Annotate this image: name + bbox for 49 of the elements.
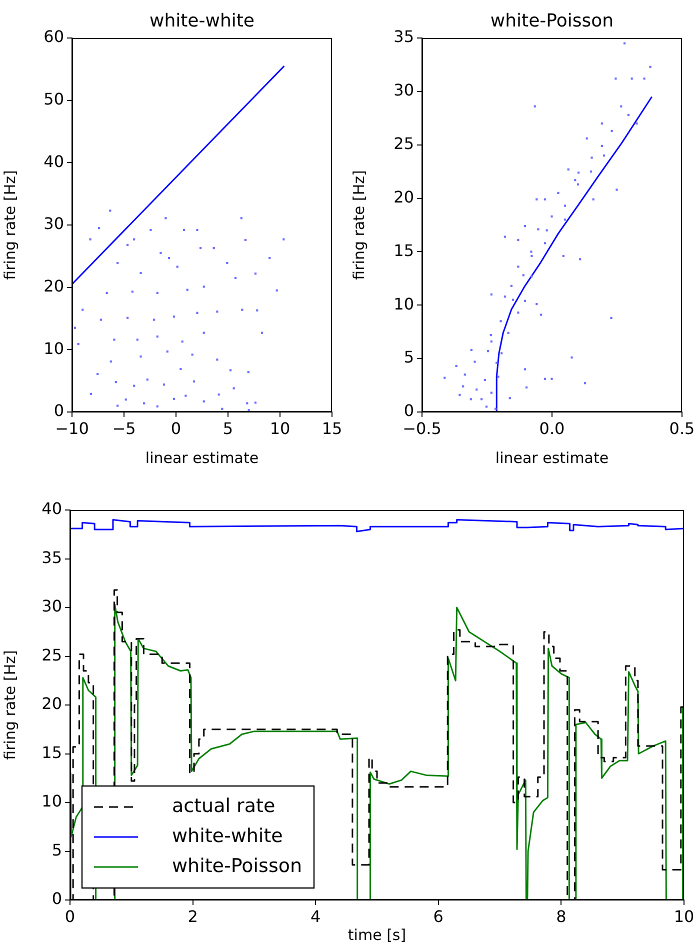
y-tick-label: 5: [404, 348, 414, 367]
y-axis-title: firing rate [Hz]: [350, 170, 368, 280]
chart-title: white-white: [149, 10, 255, 32]
y-tick-label: 30: [394, 80, 414, 100]
y-axis-title: firing rate [Hz]: [0, 170, 19, 280]
x-tick-label: −10: [55, 418, 89, 438]
y-tick-label: 40: [44, 152, 64, 171]
y-tick-label: 30: [42, 596, 62, 616]
chart-title: white-Poisson: [490, 10, 614, 32]
y-tick-label: 10: [42, 792, 62, 811]
x-tick-label: 2: [188, 906, 198, 926]
legend-label: white-Poisson: [172, 854, 302, 877]
y-tick-label: 5: [52, 840, 62, 860]
x-tick-label: 0.0: [539, 418, 565, 438]
y-tick-label: 25: [42, 645, 62, 664]
x-axis-title: time [s]: [348, 926, 406, 944]
y-tick-label: 35: [42, 548, 62, 567]
x-tick-label: 8: [556, 906, 566, 926]
x-axis-title: linear estimate: [145, 448, 259, 467]
y-tick-label: 10: [44, 338, 64, 358]
y-tick-label: 20: [394, 187, 414, 206]
y-tick-label: 20: [44, 276, 64, 296]
y-tick-label: 20: [42, 694, 62, 714]
y-tick-label: 0: [54, 401, 64, 420]
y-tick-label: 50: [44, 89, 64, 108]
x-tick-label: 0.5: [669, 418, 695, 438]
y-tick-label: 40: [42, 499, 62, 518]
y-tick-label: 35: [394, 27, 414, 46]
x-tick-label: 0: [170, 418, 182, 438]
y-tick-label: 60: [44, 27, 64, 46]
x-axis-title: linear estimate: [495, 448, 609, 467]
x-tick-label: 4: [310, 906, 321, 926]
y-tick-label: 0: [52, 889, 62, 908]
y-tick-label: 15: [394, 240, 414, 260]
y-tick-label: 15: [42, 742, 62, 762]
y-tick-label: 0: [404, 401, 414, 420]
x-tick-label: −0.5: [402, 418, 442, 438]
x-tick-label: 15: [322, 418, 342, 438]
x-tick-label: 5: [222, 418, 234, 438]
x-tick-label: −5: [112, 418, 136, 438]
y-tick-label: 30: [44, 214, 64, 234]
x-tick-label: 10: [270, 418, 290, 438]
x-tick-label: 6: [433, 906, 444, 926]
x-tick-label: 10: [674, 906, 694, 926]
legend-label: actual rate: [172, 794, 276, 817]
y-axis-title: firing rate [Hz]: [0, 650, 19, 760]
legend-label: white-white: [172, 824, 283, 847]
y-tick-label: 25: [394, 134, 414, 154]
y-tick-label: 10: [394, 294, 414, 314]
